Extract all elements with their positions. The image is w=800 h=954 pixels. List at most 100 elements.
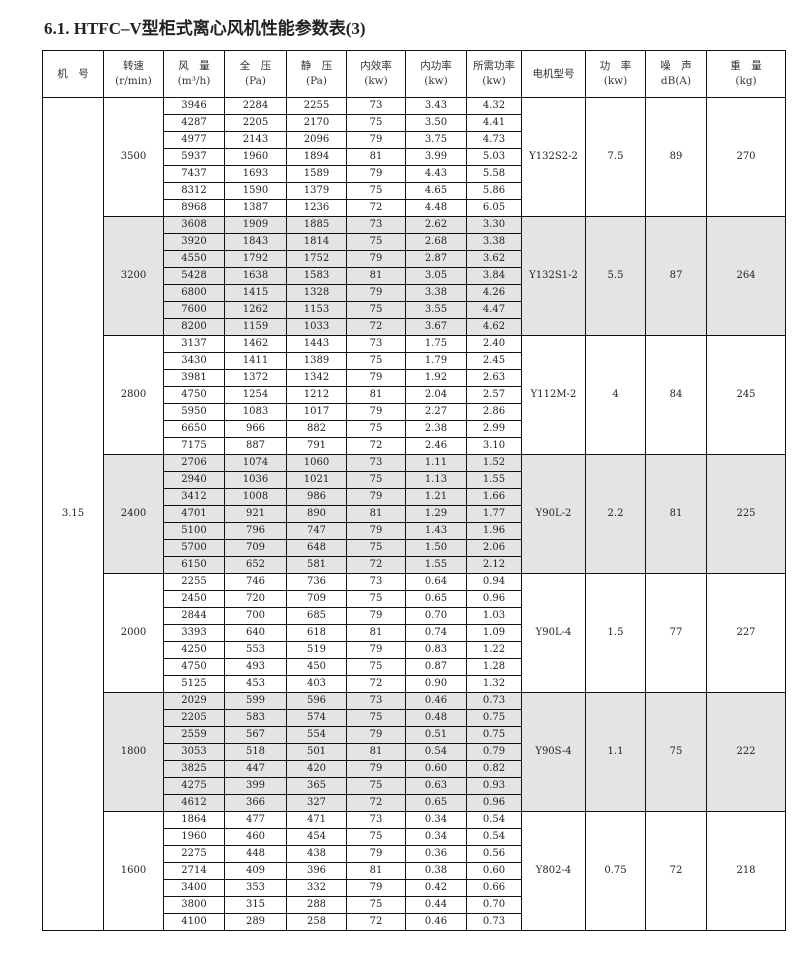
total-pressure-cell: 720: [224, 590, 287, 608]
internal-power-cell: 1.75: [405, 335, 467, 353]
table-row: 4750 1254 1212 81 2.04 2.57: [43, 386, 786, 404]
airflow-cell: 2559: [163, 726, 225, 744]
required-power-cell: 1.28: [466, 658, 522, 676]
static-pressure-cell: 2170: [286, 114, 347, 132]
airflow-cell: 3400: [163, 879, 225, 897]
airflow-cell: 3393: [163, 624, 225, 642]
table-row: 2800 3137 1462 1443 73 1.75 2.40 Y112M-2 4 84 245: [43, 335, 786, 455]
efficiency-cell: 81: [346, 624, 406, 642]
noise-cell: 87: [645, 216, 707, 336]
static-pressure-cell: 890: [286, 505, 347, 523]
airflow-cell: 7175: [163, 437, 225, 455]
internal-power-cell: 1.92: [405, 369, 467, 387]
static-pressure-cell: 471: [286, 811, 347, 829]
efficiency-cell: 75: [346, 896, 406, 914]
static-pressure-cell: 258: [286, 913, 347, 931]
static-pressure-cell: 1153: [286, 301, 347, 319]
total-pressure-cell: 1415: [224, 284, 287, 302]
airflow-cell: 3412: [163, 488, 225, 506]
required-power-cell: 0.79: [466, 743, 522, 761]
total-pressure-cell: 1590: [224, 182, 287, 200]
internal-power-cell: 0.46: [405, 913, 467, 931]
total-pressure-cell: 1008: [224, 488, 287, 506]
total-pressure-cell: 409: [224, 862, 287, 880]
total-pressure-cell: 652: [224, 556, 287, 574]
motor-power-cell: 1.5: [585, 573, 646, 693]
table-header-row: 机 号 转速 (r/min) 风 量 (m³/h) 全 压 (Pa) 静 压 (Pa) 内效率 (k…: [42, 50, 786, 98]
airflow-cell: 6650: [163, 420, 225, 438]
required-power-cell: 2.06: [466, 539, 522, 557]
required-power-cell: 5.03: [466, 148, 522, 166]
required-power-cell: 0.96: [466, 590, 522, 608]
total-pressure-cell: 366: [224, 794, 287, 812]
table-row: 1960 460 454 75 0.34 0.54: [43, 828, 786, 846]
required-power-cell: 4.73: [466, 131, 522, 149]
internal-power-cell: 0.42: [405, 879, 467, 897]
motor-model-cell: Y90L-2: [521, 454, 586, 574]
internal-power-cell: 0.65: [405, 590, 467, 608]
required-power-cell: 1.52: [466, 454, 522, 472]
header-label: 全 压: [239, 60, 272, 72]
internal-power-cell: 1.55: [405, 556, 467, 574]
internal-power-cell: 2.46: [405, 437, 467, 455]
table-row: 5125 453 403 72 0.90 1.32: [43, 675, 786, 693]
internal-power-cell: 0.74: [405, 624, 467, 642]
internal-power-cell: 0.60: [405, 760, 467, 778]
total-pressure-cell: 1462: [224, 335, 287, 353]
static-pressure-cell: 791: [286, 437, 347, 455]
total-pressure-cell: 1074: [224, 454, 287, 472]
header-unit: (kw): [482, 75, 506, 87]
efficiency-cell: 73: [346, 692, 406, 710]
column-header: 风 量 (m³/h): [163, 50, 225, 98]
motor-model-cell: Y802-4: [521, 811, 586, 931]
static-pressure-cell: 709: [286, 590, 347, 608]
internal-power-cell: 0.63: [405, 777, 467, 795]
efficiency-cell: 72: [346, 794, 406, 812]
table-row: 2400 2706 1074 1060 73 1.11 1.52 Y90L-2 2.2 81 225: [43, 454, 786, 574]
table-row: 5700 709 648 75 1.50 2.06: [43, 539, 786, 557]
total-pressure-cell: 1387: [224, 199, 287, 217]
total-pressure-cell: 709: [224, 539, 287, 557]
motor-power-cell: 1.1: [585, 692, 646, 812]
required-power-cell: 2.99: [466, 420, 522, 438]
airflow-cell: 6150: [163, 556, 225, 574]
table-row: 8968 1387 1236 72 4.48 6.05: [43, 199, 786, 217]
weight-cell: 264: [706, 216, 786, 336]
motor-power-cell: 2.2: [585, 454, 646, 574]
table-row: 4250 553 519 79 0.83 1.22: [43, 641, 786, 659]
airflow-cell: 3946: [163, 97, 225, 115]
static-pressure-cell: 396: [286, 862, 347, 880]
required-power-cell: 1.77: [466, 505, 522, 523]
airflow-cell: 8200: [163, 318, 225, 336]
total-pressure-cell: 448: [224, 845, 287, 863]
efficiency-cell: 73: [346, 335, 406, 353]
efficiency-cell: 75: [346, 114, 406, 132]
total-pressure-cell: 399: [224, 777, 287, 795]
efficiency-cell: 79: [346, 369, 406, 387]
total-pressure-cell: 2205: [224, 114, 287, 132]
column-header: 所需功率 (kw): [466, 50, 522, 98]
header-unit: (r/min): [115, 75, 152, 87]
static-pressure-cell: 1752: [286, 250, 347, 268]
noise-cell: 75: [645, 692, 707, 812]
table-row: 2714 409 396 81 0.38 0.60: [43, 862, 786, 880]
column-header: 重 量 (kg): [706, 50, 786, 98]
motor-model-cell: Y90L-4: [521, 573, 586, 693]
internal-power-cell: 2.62: [405, 216, 467, 234]
static-pressure-cell: 438: [286, 845, 347, 863]
efficiency-cell: 79: [346, 131, 406, 149]
static-pressure-cell: 1328: [286, 284, 347, 302]
required-power-cell: 3.84: [466, 267, 522, 285]
efficiency-cell: 79: [346, 488, 406, 506]
static-pressure-cell: 454: [286, 828, 347, 846]
efficiency-cell: 72: [346, 437, 406, 455]
table-row: 2000 2255 746 736 73 0.64 0.94 Y90L-4 1.5 77 227: [43, 573, 786, 693]
required-power-cell: 0.73: [466, 913, 522, 931]
table-row: 3.15 3500 3946 2284 2255 73 3.43 4.32 Y132S2-2 7.…: [42, 97, 786, 931]
static-pressure-cell: 501: [286, 743, 347, 761]
total-pressure-cell: 553: [224, 641, 287, 659]
airflow-cell: 1864: [163, 811, 225, 829]
efficiency-cell: 73: [346, 216, 406, 234]
speed-cell: 2800: [103, 335, 164, 455]
airflow-cell: 2029: [163, 692, 225, 710]
